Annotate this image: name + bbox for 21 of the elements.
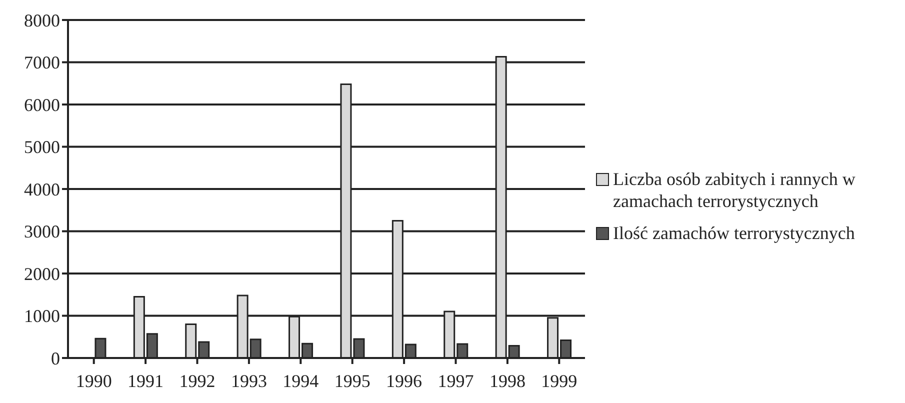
- legend-label: Liczba osób zabitych i rannych w zamachach terrorystycznych: [613, 168, 856, 212]
- x-tick-label: 1995: [334, 370, 370, 391]
- y-tick-label: 3000: [24, 222, 60, 242]
- y-tick-label: 8000: [24, 10, 60, 30]
- y-tick-label: 1000: [24, 306, 60, 326]
- x-tick-label: 1994: [282, 370, 319, 391]
- x-tick-label: 1996: [386, 370, 422, 391]
- y-tick-label: 0: [51, 348, 60, 368]
- y-tick-label: 2000: [24, 264, 60, 284]
- x-tick-label: 1991: [128, 370, 164, 391]
- legend-label: Ilość zamachów terrorystycznych: [613, 222, 855, 244]
- x-tick-label: 1990: [76, 370, 112, 391]
- x-tick-label: 1992: [179, 370, 216, 391]
- x-tick-label: 1993: [230, 370, 267, 391]
- y-tick-label: 6000: [24, 94, 60, 115]
- x-tick-label: 1998: [489, 370, 526, 391]
- y-tick-label: 7000: [24, 52, 60, 73]
- y-tick-label: 5000: [24, 137, 60, 158]
- x-tick-label: 1999: [541, 370, 578, 391]
- y-tick-label: 4000: [24, 179, 60, 200]
- x-tick-label: 1997: [438, 370, 474, 391]
